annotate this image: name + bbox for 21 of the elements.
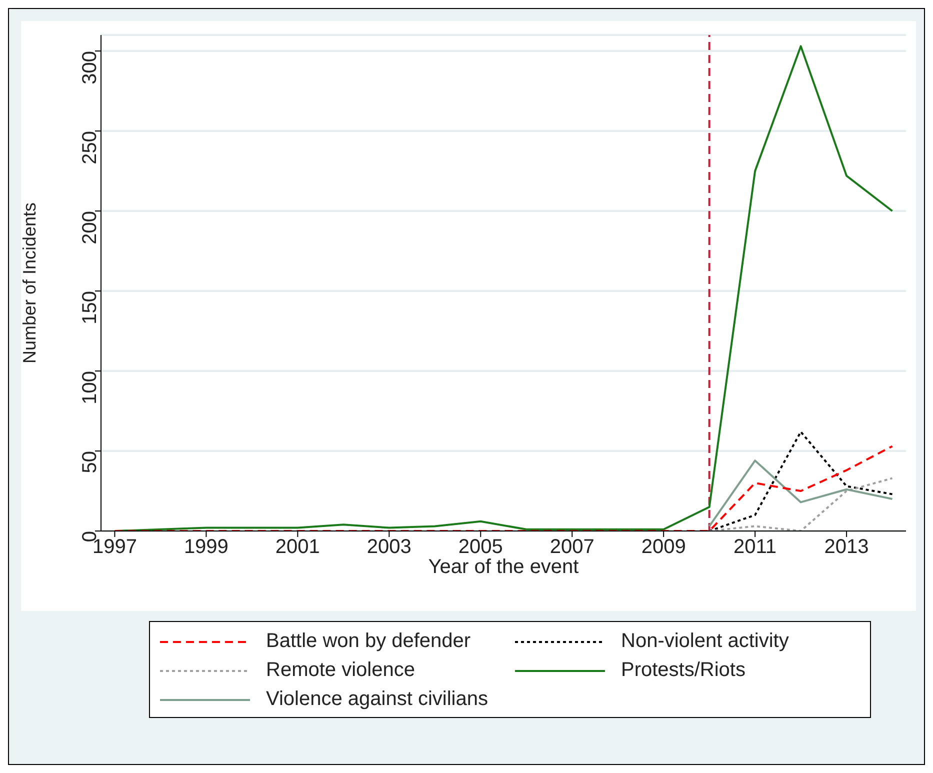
x-tick-label: 2009 (641, 536, 686, 558)
x-tick-label: 2005 (458, 536, 503, 558)
x-axis-title: Year of the event (428, 556, 580, 578)
legend-label: Protests/Riots (621, 659, 746, 682)
y-tick-label: 100 (79, 371, 102, 404)
legend-label: Remote violence (266, 659, 415, 682)
x-tick-label: 1999 (184, 536, 228, 558)
y-tick-label: 50 (79, 451, 102, 474)
legend-label: Non-violent activity (621, 630, 789, 653)
legend-label: Violence against civilians (266, 688, 488, 711)
y-tick-label: 250 (79, 131, 102, 164)
x-tick-label: 2001 (275, 536, 320, 558)
y-tick-label: 200 (79, 211, 102, 244)
x-tick-label: 2003 (366, 536, 412, 558)
legend-label: Battle won by defender (266, 630, 471, 653)
y-tick-label: 300 (79, 51, 102, 84)
x-tick-label: 2013 (824, 536, 869, 558)
y-axis-title: Number of Incidents (19, 202, 40, 364)
y-tick-label: 150 (79, 291, 102, 324)
x-tick-label: 2011 (734, 536, 777, 558)
x-tick-label: 2007 (550, 536, 594, 558)
